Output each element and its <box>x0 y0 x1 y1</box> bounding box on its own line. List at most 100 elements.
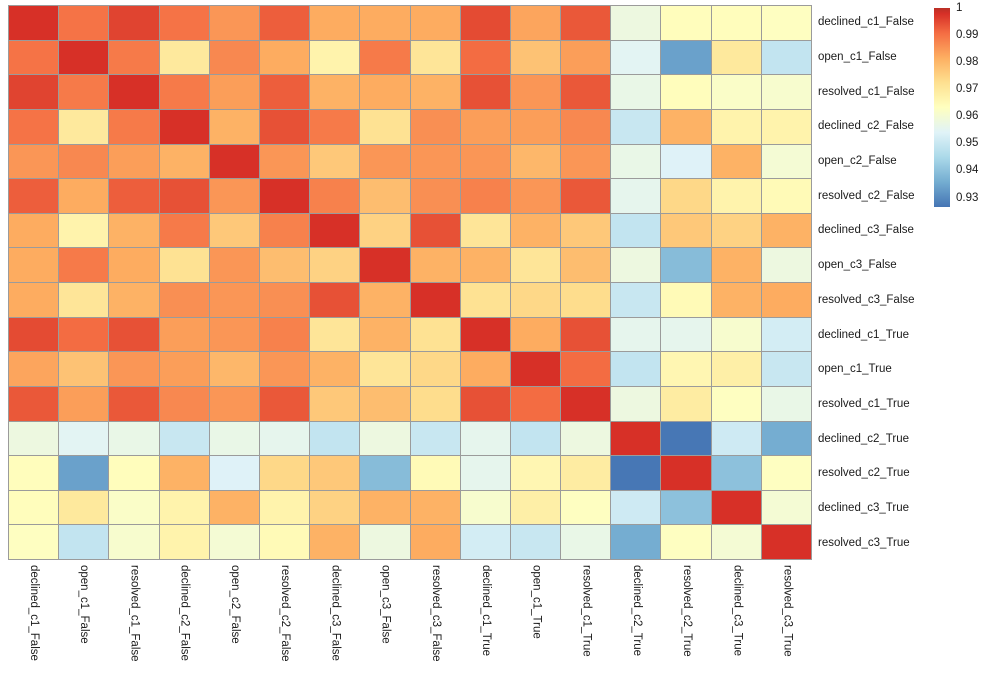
heatmap-cell <box>159 109 209 144</box>
heatmap-cell <box>9 525 59 559</box>
heatmap-cell <box>109 75 159 109</box>
heatmap-cell <box>259 213 310 248</box>
heatmap-cell <box>9 490 59 525</box>
heatmap-cell <box>310 179 360 213</box>
heatmap-cell <box>159 421 209 456</box>
heatmap-cell <box>561 490 611 525</box>
heatmap-cell <box>510 317 561 352</box>
x-axis-label: resolved_c2_False <box>279 565 292 662</box>
heatmap-cell <box>259 490 310 525</box>
heatmap-cell <box>59 248 109 282</box>
heatmap-cell <box>59 109 109 144</box>
heatmap-cell <box>611 144 661 179</box>
heatmap-cell <box>9 386 59 421</box>
heatmap-cell <box>611 6 661 40</box>
y-axis-label: resolved_c1_False <box>818 85 915 98</box>
heatmap-cell <box>259 109 310 144</box>
heatmap-cell <box>611 179 661 213</box>
y-axis-label: resolved_c1_True <box>818 397 910 410</box>
heatmap-cell <box>259 40 310 75</box>
y-axis-label: resolved_c3_False <box>818 293 915 306</box>
heatmap-cell <box>761 109 811 144</box>
x-axis-label-box: open_c3_False <box>360 565 410 687</box>
heatmap-cell <box>59 179 109 213</box>
heatmap-cell <box>661 456 711 490</box>
heatmap-cell <box>9 456 59 490</box>
heatmap-cell <box>611 386 661 421</box>
heatmap-cell <box>510 144 561 179</box>
heatmap-cell <box>561 144 611 179</box>
heatmap-cell <box>761 248 811 282</box>
heatmap-cell <box>410 248 460 282</box>
heatmap-cell <box>209 283 259 317</box>
y-axis-label: declined_c3_True <box>818 501 909 514</box>
heatmap-cell <box>360 352 410 386</box>
heatmap-cell <box>209 352 259 386</box>
heatmap-cell <box>611 109 661 144</box>
heatmap-cell <box>611 317 661 352</box>
heatmap-cell <box>711 6 761 40</box>
x-axis-label: declined_c2_False <box>178 565 191 661</box>
heatmap-cell <box>561 75 611 109</box>
colorbar-tick: 0.95 <box>956 137 979 150</box>
heatmap-cell <box>109 283 159 317</box>
heatmap-cell <box>259 144 310 179</box>
heatmap-cell <box>360 213 410 248</box>
heatmap-cell <box>209 317 259 352</box>
heatmap-cell <box>360 248 410 282</box>
heatmap-cell <box>360 386 410 421</box>
heatmap-cell <box>761 386 811 421</box>
heatmap-cell <box>661 179 711 213</box>
heatmap-cell <box>59 525 109 559</box>
heatmap-cell <box>159 248 209 282</box>
heatmap-cell <box>510 248 561 282</box>
heatmap-cell <box>510 179 561 213</box>
heatmap-cell <box>209 456 259 490</box>
heatmap-cell <box>460 6 510 40</box>
heatmap-cell <box>561 248 611 282</box>
heatmap-cell <box>159 40 209 75</box>
heatmap-cell <box>310 75 360 109</box>
heatmap-cell <box>59 283 109 317</box>
y-axis-label: resolved_c3_True <box>818 536 910 549</box>
colorbar-tick: 0.97 <box>956 82 979 95</box>
x-axis-label-box: resolved_c2_False <box>259 565 309 687</box>
heatmap-cell <box>611 352 661 386</box>
y-axis-label: open_c2_False <box>818 155 897 168</box>
x-axis-label-box: resolved_c3_False <box>410 565 460 687</box>
x-axis-label-box: declined_c3_False <box>310 565 360 687</box>
heatmap-cell <box>761 283 811 317</box>
heatmap-cell <box>460 40 510 75</box>
heatmap-cell <box>159 525 209 559</box>
heatmap-cell <box>209 525 259 559</box>
heatmap-cell <box>561 40 611 75</box>
heatmap-cell <box>109 213 159 248</box>
heatmap-cell <box>460 144 510 179</box>
heatmap-cell <box>460 283 510 317</box>
heatmap-cell <box>209 40 259 75</box>
heatmap-cell <box>9 144 59 179</box>
heatmap-cell <box>259 6 310 40</box>
colorbar-tick: 0.99 <box>956 28 979 41</box>
heatmap-cell <box>410 490 460 525</box>
colorbar-tick: 0.94 <box>956 164 979 177</box>
heatmap-cell <box>310 144 360 179</box>
heatmap-cell <box>711 490 761 525</box>
heatmap-cell <box>109 248 159 282</box>
x-axis-label-box: resolved_c1_False <box>109 565 159 687</box>
heatmap-cell <box>59 6 109 40</box>
heatmap-cell <box>109 386 159 421</box>
heatmap-cell <box>410 456 460 490</box>
heatmap-cell <box>209 109 259 144</box>
y-axis-label: resolved_c2_False <box>818 189 915 202</box>
heatmap-cell <box>310 213 360 248</box>
heatmap-cell <box>310 421 360 456</box>
heatmap-cell <box>310 352 360 386</box>
x-axis-label-box: resolved_c3_True <box>762 565 812 687</box>
x-axis-label-box: open_c1_False <box>58 565 108 687</box>
heatmap-cell <box>460 109 510 144</box>
heatmap-cell <box>661 144 711 179</box>
heatmap-cell <box>661 490 711 525</box>
heatmap-cell <box>510 456 561 490</box>
heatmap-cell <box>59 352 109 386</box>
